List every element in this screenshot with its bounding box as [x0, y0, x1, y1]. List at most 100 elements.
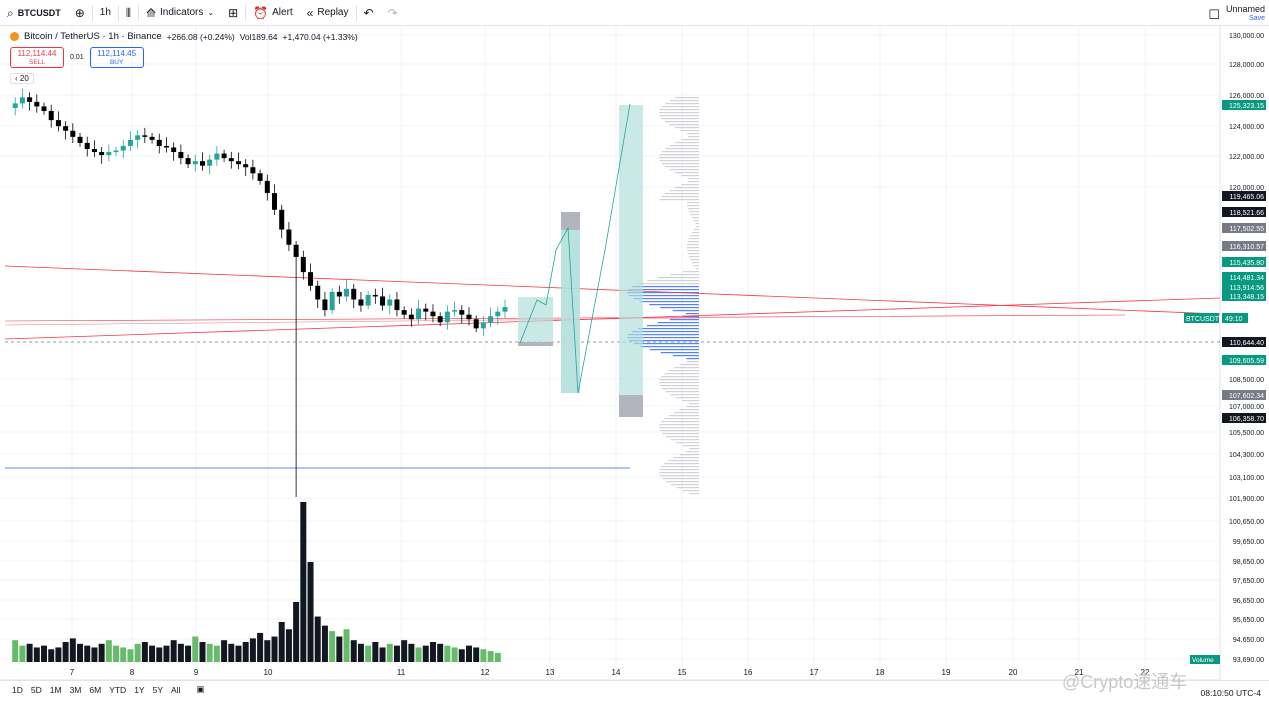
- volume-profile-bar: [679, 454, 699, 456]
- volume-profile-bar: [659, 382, 699, 384]
- x-tick-label: 13: [546, 668, 555, 677]
- candle-body: [149, 136, 155, 140]
- interval-label: 1h: [99, 7, 111, 18]
- candle-body: [322, 299, 328, 311]
- range-5d[interactable]: 5D: [30, 684, 42, 695]
- candle-body: [480, 322, 486, 329]
- candle-body: [365, 294, 371, 306]
- buy-button[interactable]: 112,114.45 BUY: [89, 47, 144, 68]
- price-label-bg: [1222, 191, 1266, 201]
- candle-body: [488, 316, 494, 323]
- interval-button[interactable]: 1h: [93, 0, 118, 26]
- candle-body: [27, 97, 33, 102]
- layout-name-button[interactable]: ☐ Unnamed Save: [1208, 4, 1265, 24]
- volume-bar: [350, 640, 357, 662]
- volume-profile-bar: [673, 457, 699, 459]
- price-label-bg: [1222, 223, 1266, 233]
- volume-profile-bar: [682, 490, 699, 492]
- trade-panel: 112,114.44 SELL 0.01 112,114.45 BUY: [10, 47, 144, 68]
- volume-profile-bar: [659, 157, 699, 159]
- candle-body: [444, 311, 450, 323]
- indicator-toggle[interactable]: ‹ 20: [10, 73, 34, 84]
- symbol-search[interactable]: ⌕ BTCUSDT: [0, 0, 68, 26]
- volume-profile-bar: [688, 211, 699, 213]
- volume-bar: [480, 649, 487, 662]
- volume-profile-bar: [627, 337, 699, 339]
- candle-body: [437, 316, 443, 323]
- range-1d[interactable]: 1D: [12, 684, 23, 695]
- candle-body: [336, 291, 342, 297]
- y-tick-label: 107,000.00: [1229, 404, 1264, 411]
- range-ytd[interactable]: YTD: [109, 684, 127, 695]
- volume-label: Volume: [1192, 657, 1214, 664]
- order-quantity[interactable]: 0.01: [70, 54, 84, 61]
- price-label-bg: [1222, 413, 1266, 423]
- volume-bar: [408, 643, 415, 662]
- volume-profile-bar: [649, 349, 699, 351]
- symbol-tag: BTCUSDT: [1186, 316, 1220, 323]
- volume-profile-bar: [632, 286, 699, 288]
- chart-style-button[interactable]: ⫴: [119, 0, 138, 26]
- range-all[interactable]: All: [171, 684, 181, 695]
- candle-body: [372, 294, 378, 297]
- volume-bar: [163, 645, 170, 662]
- candle-body: [502, 307, 508, 312]
- volume-profile-bar: [687, 208, 699, 210]
- candle-body: [272, 193, 278, 210]
- templates-button[interactable]: ⊞: [221, 0, 245, 26]
- volume-bar: [235, 645, 242, 662]
- price-label-bg: [1222, 241, 1266, 251]
- volume-profile-bar: [661, 118, 699, 120]
- sell-button[interactable]: 112,114.44 SELL: [10, 47, 64, 68]
- trend-line: [4, 297, 1221, 340]
- candle-body: [84, 142, 90, 149]
- y-tick-label: 97,650.00: [1233, 578, 1264, 585]
- replay-button[interactable]: « Replay: [300, 0, 356, 26]
- y-tick-label: 108,500.00: [1229, 377, 1264, 384]
- volume-bar: [285, 629, 292, 662]
- symbol-name: BTCUSDT: [17, 7, 61, 18]
- candle-body: [308, 272, 314, 286]
- candle-body: [228, 158, 234, 162]
- volume-profile-bar: [681, 184, 699, 186]
- range-6m[interactable]: 6M: [89, 684, 102, 695]
- volume-bar: [458, 649, 465, 662]
- range-3m[interactable]: 3M: [69, 684, 82, 695]
- undo-button[interactable]: ↶: [357, 0, 381, 26]
- y-tick-label: 96,650.00: [1233, 598, 1264, 605]
- chevron-down-icon: ⌄: [207, 7, 215, 17]
- candle-body: [221, 153, 227, 159]
- clock[interactable]: 08:10:50 UTC-4: [1200, 688, 1261, 698]
- x-tick-label: 16: [744, 668, 753, 677]
- chart-canvas[interactable]: 7 8 9 10 11 12 13 14 15 16 17 18 19 20 21 22 130,000.00 1…: [0, 26, 1269, 680]
- range-5y[interactable]: 5Y: [152, 684, 163, 695]
- volume-profile-bar: [660, 430, 699, 432]
- compare-button[interactable]: ⊕: [68, 0, 92, 26]
- volume-profile-bar: [674, 367, 699, 369]
- replay-label: Replay: [317, 7, 349, 18]
- indicators-button[interactable]: ⟰ Indicators ⌄: [139, 0, 221, 26]
- candle-body: [19, 97, 25, 104]
- y-tick-label: 126,000.00: [1229, 93, 1264, 100]
- volume-profile-bar: [674, 187, 699, 189]
- volume-profile-bar: [658, 277, 699, 279]
- volume-profile-bar: [661, 421, 699, 423]
- chart-legend: Bitcoin / TetherUS · 1h · Binance +266.0…: [10, 31, 358, 42]
- volume-profile-bar: [669, 124, 699, 126]
- volume-profile-bar: [659, 154, 699, 156]
- volume-profile-bar: [687, 136, 699, 138]
- volume-profile-bar: [628, 340, 699, 342]
- volume-profile-bar: [661, 106, 699, 108]
- volume-profile-bar: [682, 445, 699, 447]
- redo-button[interactable]: ↷: [381, 0, 405, 26]
- alert-button[interactable]: ⏰ Alert: [246, 0, 300, 26]
- volume-profile-bar: [633, 298, 699, 300]
- calendar-icon[interactable]: ▣: [196, 684, 205, 694]
- range-1y[interactable]: 1Y: [134, 684, 145, 695]
- candle-body: [358, 299, 364, 306]
- range-1m[interactable]: 1M: [49, 684, 62, 695]
- y-tick-label: 98,650.00: [1233, 559, 1264, 566]
- volume-bar: [271, 636, 278, 662]
- volume-profile-bar: [695, 226, 699, 228]
- volume-bar: [300, 502, 307, 662]
